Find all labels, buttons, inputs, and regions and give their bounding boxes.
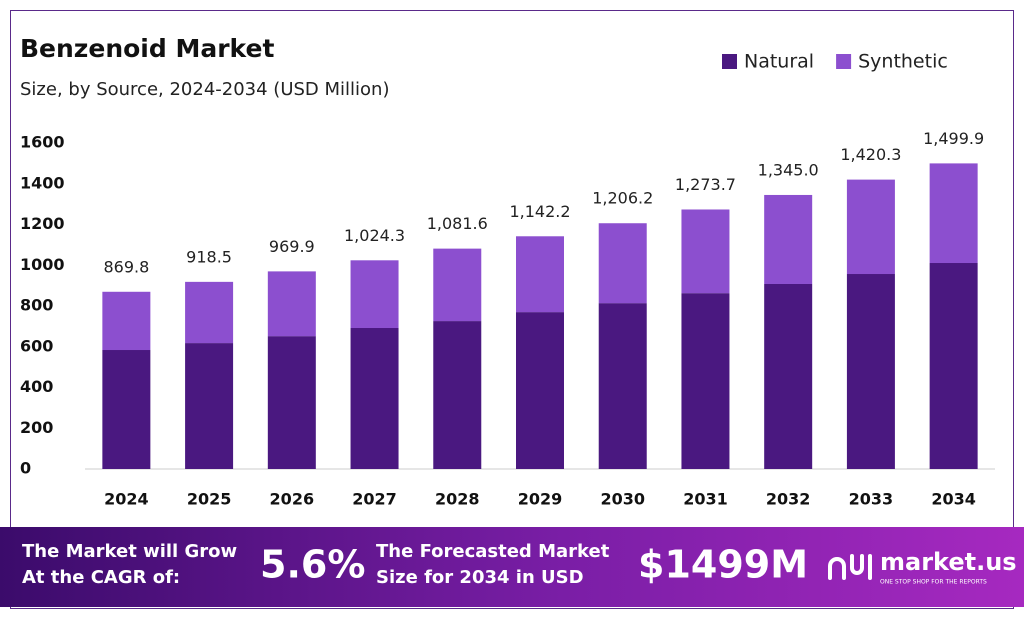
x-tick-label: 2033	[849, 490, 894, 509]
y-tick-label: 200	[20, 418, 53, 437]
x-tick-label: 2030	[600, 490, 645, 509]
bar-segment	[433, 248, 482, 322]
bar-segment	[764, 194, 813, 284]
y-tick-label: 800	[20, 296, 53, 315]
total-label: 1,024.3	[344, 226, 405, 245]
footer-text: The Market will Grow	[22, 541, 237, 562]
y-tick-label: 1200	[20, 214, 65, 233]
x-tick-label: 2028	[435, 490, 480, 509]
bar-segment	[102, 350, 151, 469]
total-label: 1,420.3	[840, 145, 901, 164]
total-label: 1,142.2	[509, 202, 570, 221]
y-tick-label: 1000	[20, 255, 65, 274]
total-label: 1,499.9	[923, 129, 984, 148]
x-tick-label: 2026	[270, 490, 315, 509]
bar-segment	[846, 274, 895, 469]
total-label: 1,206.2	[592, 189, 653, 208]
bar-segment	[350, 260, 399, 329]
footer-text: At the CAGR of:	[22, 567, 180, 588]
x-tick-label: 2025	[187, 490, 232, 509]
footer-tagline: ONE STOP SHOP FOR THE REPORTS	[880, 579, 987, 586]
bar-segment	[185, 343, 234, 469]
bar-segment	[681, 293, 730, 469]
bar-segment	[764, 283, 813, 469]
bar-segment	[267, 336, 316, 469]
chart-title: Benzenoid Market	[20, 34, 274, 63]
legend-label: Natural	[744, 51, 814, 73]
y-tick-label: 600	[20, 336, 53, 355]
bar-segment	[350, 328, 399, 469]
frame	[10, 10, 1014, 609]
bar-segment	[433, 321, 482, 469]
bar-segment	[598, 223, 647, 304]
bar-segment	[185, 281, 234, 344]
bar-segment	[267, 271, 316, 337]
footer-cagr: 5.6%	[260, 543, 365, 587]
y-tick-label: 1600	[20, 133, 65, 152]
total-label: 918.5	[186, 247, 232, 266]
total-label: 969.9	[269, 237, 315, 256]
footer-forecast: $1499M	[638, 543, 808, 587]
bar-segment	[598, 303, 647, 469]
x-tick-label: 2032	[766, 490, 811, 509]
legend-label: Synthetic	[858, 51, 948, 73]
x-tick-label: 2029	[518, 490, 563, 509]
total-label: 869.8	[103, 257, 149, 276]
logo-icon	[828, 554, 872, 580]
bar-segment	[846, 179, 895, 275]
x-tick-label: 2034	[931, 490, 976, 509]
footer-text: The Forecasted Market	[376, 541, 610, 562]
y-tick-label: 400	[20, 377, 53, 396]
chart-subtitle: Size, by Source, 2024-2034 (USD Million)	[20, 79, 389, 100]
footer-brand: market.us	[880, 548, 1017, 576]
bar-segment	[681, 209, 730, 294]
bar-segment	[929, 163, 978, 264]
bar-segment	[516, 236, 564, 313]
x-tick-label: 2027	[352, 490, 397, 509]
footer-text: Size for 2034 in USD	[376, 567, 584, 588]
bar-segment	[102, 291, 151, 351]
total-label: 1,273.7	[675, 175, 736, 194]
x-tick-label: 2024	[104, 490, 149, 509]
legend-swatch	[836, 54, 852, 69]
total-label: 1,081.6	[427, 214, 488, 233]
bar-segment	[929, 263, 978, 469]
legend-swatch	[722, 54, 737, 69]
y-tick-label: 0	[20, 459, 31, 478]
bar-segment	[516, 312, 564, 469]
y-tick-label: 1400	[20, 173, 65, 192]
total-label: 1,345.0	[758, 160, 819, 179]
x-tick-label: 2031	[683, 490, 728, 509]
